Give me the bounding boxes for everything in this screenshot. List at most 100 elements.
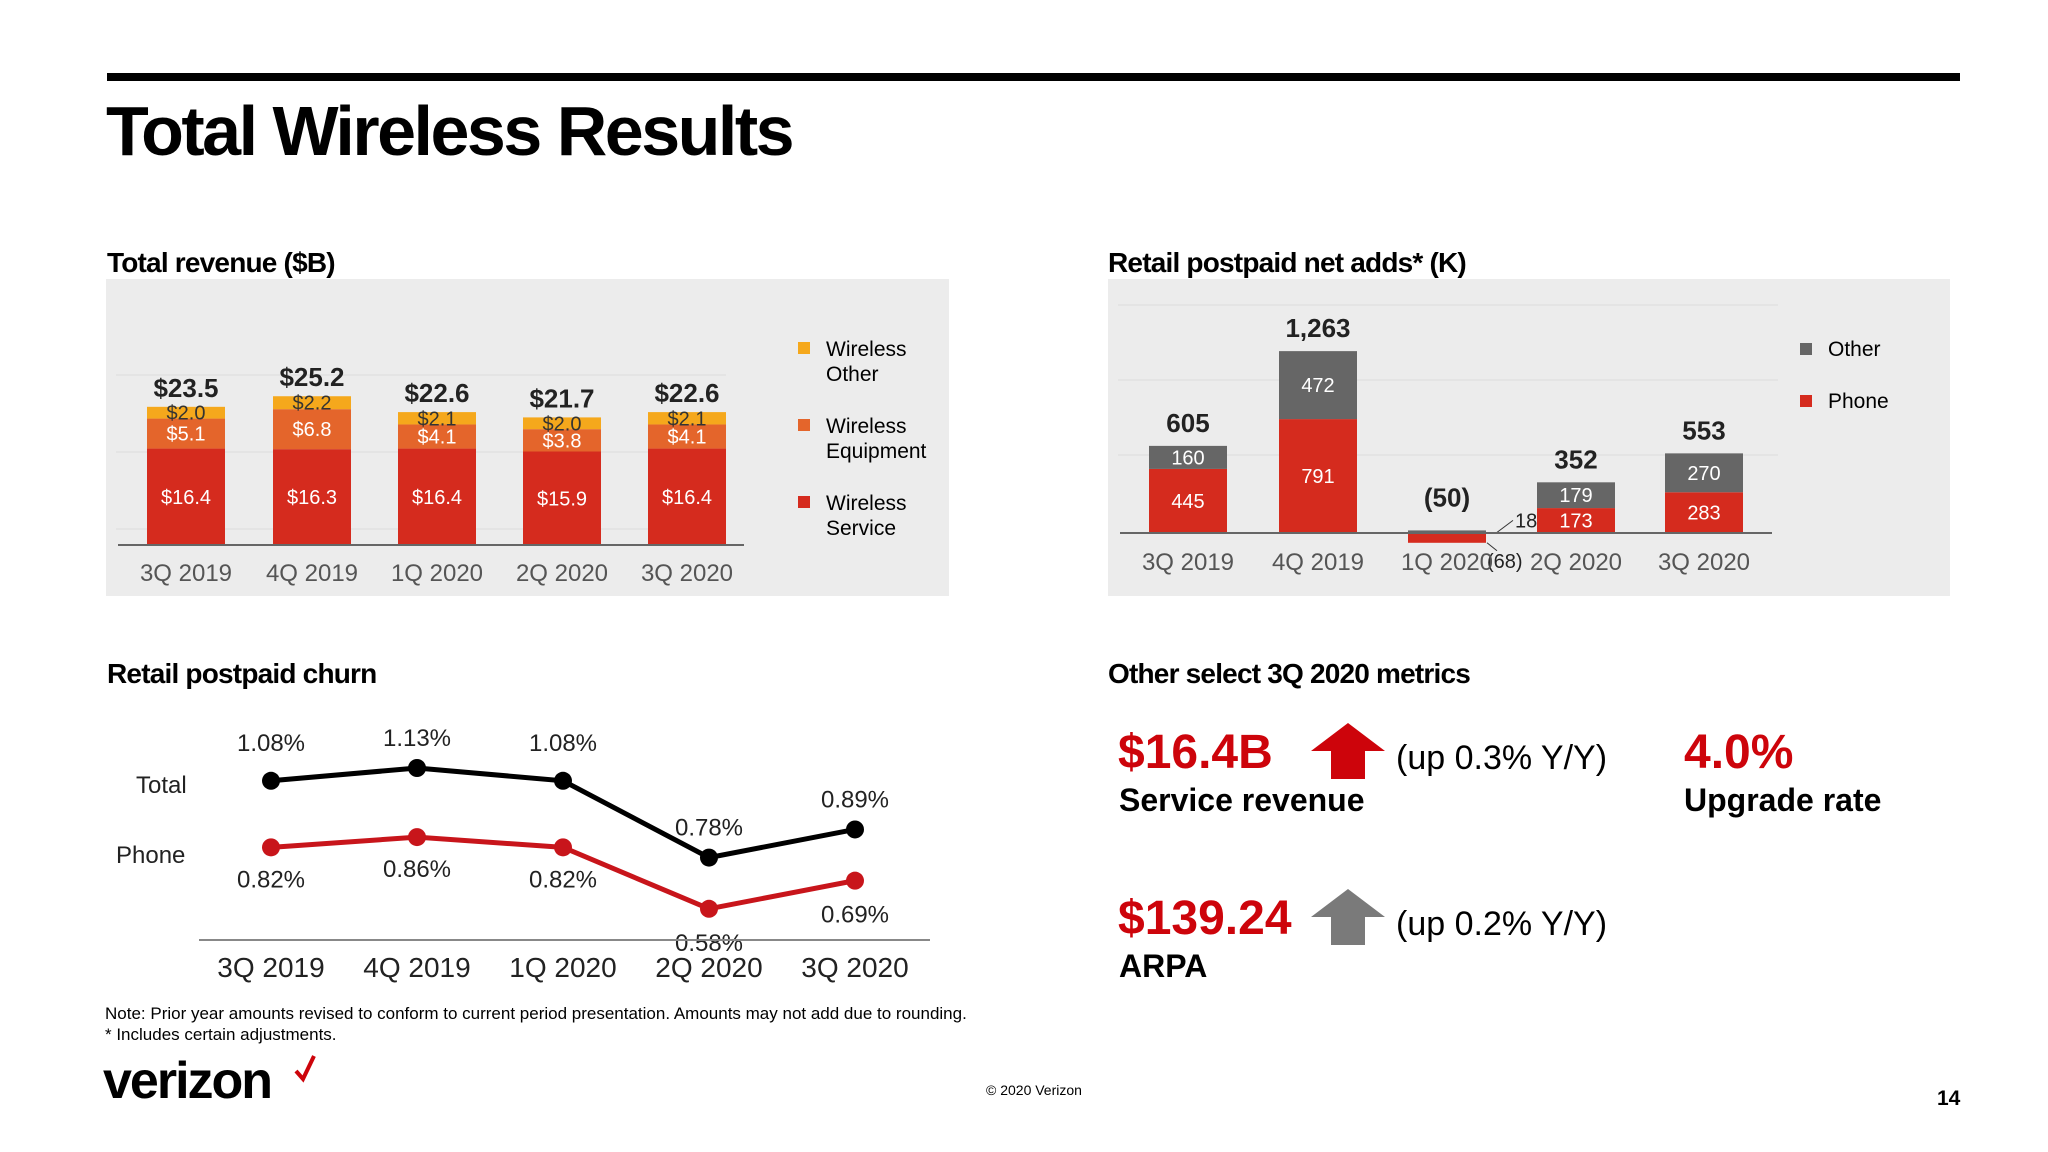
netadds-x-tick: 4Q 2019 [1272, 549, 1364, 576]
revenue-x-tick: 3Q 2019 [140, 560, 232, 587]
netadds-bar-other [1537, 482, 1615, 509]
netadds-bar-phone [1149, 468, 1227, 533]
revenue-bar-value: $2.2 [293, 393, 332, 415]
churn-point [408, 828, 426, 847]
revenue-bar-value: $3.8 [543, 430, 582, 452]
netadds-bar-other [1149, 445, 1227, 469]
churn-point [700, 899, 718, 918]
revenue-bar-value: $5.1 [167, 424, 206, 446]
revenue-bar-segment [398, 424, 476, 449]
legend-label-wireless-other: Wireless Other [826, 338, 907, 386]
churn-point [700, 848, 718, 867]
revenue-bar-segment [273, 409, 351, 450]
upgrade-rate-label: Upgrade rate [1684, 782, 1882, 818]
revenue-panel: $16.4 $5.1 $2.0 $23.5 3Q 2019 $16.3 $6.8 $2.2 $2… [106, 279, 949, 596]
netadds-bar-other [1408, 530, 1486, 533]
churn-x-tick: 3Q 2019 [217, 952, 324, 983]
churn-point-label-phone: 0.58% [675, 930, 743, 957]
legend-label-phone: Phone [1828, 390, 1889, 413]
netadds-bar-value: 173 [1559, 511, 1592, 533]
revenue-bar-total: $21.7 [529, 383, 594, 413]
churn-point-label-total: 1.08% [529, 730, 597, 757]
churn-point [846, 820, 864, 839]
revenue-bar-value: $15.9 [537, 488, 587, 510]
revenue-title: Total revenue ($B) [107, 247, 336, 278]
revenue-bar-value: $4.1 [668, 427, 707, 449]
netadds-bar-value: 445 [1171, 491, 1204, 513]
revenue-bar-segment [273, 396, 351, 410]
revenue-bar-total: $22.6 [404, 378, 469, 408]
revenue-bar-segment [648, 424, 726, 449]
arpa-value: $139.24 [1118, 892, 1292, 945]
footnote-line-1: Note: Prior year amounts revised to conf… [105, 1004, 967, 1023]
upgrade-rate-value: 4.0% [1684, 726, 1794, 779]
revenue-x-tick: 2Q 2020 [516, 560, 608, 587]
service-revenue-value: $16.4B [1118, 726, 1273, 779]
revenue-chart: $16.4$5.1$2.0$23.53Q 2019$16.3$6.8$2.2$2… [116, 362, 744, 587]
churn-point-label-total: 1.08% [237, 730, 305, 757]
churn-point [408, 759, 426, 777]
netadds-chart: 445 160 605 3Q 2019 791 472 1,263 4Q 2019 (50) 18… [1118, 304, 1778, 576]
legend-label-wireless-service: Wireless Service [826, 492, 907, 540]
metrics-title: Other select 3Q 2020 metrics [1108, 658, 1471, 689]
churn-point-label-total: 0.89% [821, 786, 889, 813]
netadds-bar-total: 553 [1682, 415, 1725, 445]
revenue-bar-value: $6.8 [293, 419, 332, 441]
revenue-bar-segment [523, 429, 601, 452]
footnote-line-2: * Includes certain adjustments. [105, 1025, 337, 1044]
arpa-label: ARPA [1119, 948, 1208, 984]
service-revenue-label: Service revenue [1119, 782, 1365, 818]
revenue-bar-value: $2.0 [167, 403, 206, 425]
revenue-bar-value: $2.1 [418, 408, 457, 430]
churn-point-label-total: 1.13% [383, 725, 451, 752]
netadds-bar-phone [1665, 492, 1743, 533]
netadds-bar-value: (68) [1487, 551, 1523, 573]
footnote: Note: Prior year amounts revised to conf… [105, 1003, 967, 1045]
churn-x-tick: 4Q 2019 [363, 952, 470, 983]
revenue-bar-value: $16.3 [287, 487, 337, 509]
up-arrow-red-icon [1311, 723, 1385, 779]
revenue-bar-value: $4.1 [418, 427, 457, 449]
legend-swatch-other [1800, 343, 1812, 355]
netadds-bar-total: 605 [1166, 408, 1209, 438]
netadds-bar-other [1279, 351, 1357, 420]
netadds-bar-value: 179 [1559, 485, 1592, 507]
netadds-bar-value: 160 [1171, 447, 1204, 469]
netadds-bar-phone [1279, 419, 1357, 533]
revenue-x-tick: 4Q 2019 [266, 560, 358, 587]
revenue-bar-segment [648, 412, 726, 425]
legend-swatch-wireless-other [798, 342, 810, 354]
churn-x-tick: 3Q 2020 [801, 952, 908, 983]
netadds-bar-value: 18 [1515, 510, 1537, 532]
legend-swatch-wireless-equipment [798, 419, 810, 431]
revenue-bar-total: $22.6 [654, 378, 719, 408]
netadds-panel: 445 160 605 3Q 2019 791 472 1,263 4Q 2019 (50) 18… [1108, 279, 1950, 596]
revenue-bar-value: $16.4 [662, 487, 712, 509]
netadds-leader-line [1496, 520, 1514, 533]
legend-label-other: Other [1828, 338, 1881, 361]
netadds-bar-value: 791 [1301, 466, 1334, 488]
netadds-bar-phone [1537, 508, 1615, 533]
up-arrow-gray-icon [1311, 889, 1385, 945]
revenue-bar-value: $2.0 [543, 413, 582, 435]
netadds-bar-phone [1408, 533, 1486, 543]
churn-x-tick: 2Q 2020 [655, 952, 762, 983]
revenue-bar-segment [398, 448, 476, 545]
netadds-bar-value: 270 [1687, 463, 1720, 485]
revenue-x-tick: 1Q 2020 [391, 560, 483, 587]
page-title: Total Wireless Results [106, 92, 795, 170]
netadds-bar-value: 472 [1301, 375, 1334, 397]
netadds-title: Retail postpaid net adds* (K) [1108, 247, 1467, 278]
revenue-bar-segment [523, 417, 601, 430]
revenue-bar-segment [147, 418, 225, 449]
churn-point-label-total: 0.78% [675, 815, 743, 842]
logo-wordmark: verizon [103, 1052, 273, 1110]
revenue-bar-segment [273, 449, 351, 545]
netadds-bar-total: 352 [1554, 444, 1597, 474]
churn-point-label-phone: 0.82% [529, 866, 597, 893]
netadds-leader-line [1486, 542, 1498, 552]
netadds-bar-value: 283 [1687, 503, 1720, 525]
churn-chart: Total Phone 1.08% 1.13% 1.08% 0.78% 0.89% 0.82%… [116, 725, 930, 983]
netadds-bar-total: (50) [1424, 482, 1470, 512]
churn-point [262, 771, 280, 790]
